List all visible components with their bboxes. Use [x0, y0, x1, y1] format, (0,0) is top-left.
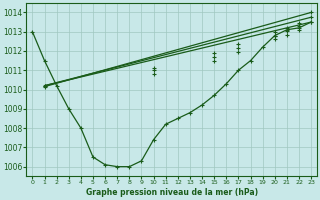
X-axis label: Graphe pression niveau de la mer (hPa): Graphe pression niveau de la mer (hPa) — [86, 188, 258, 197]
